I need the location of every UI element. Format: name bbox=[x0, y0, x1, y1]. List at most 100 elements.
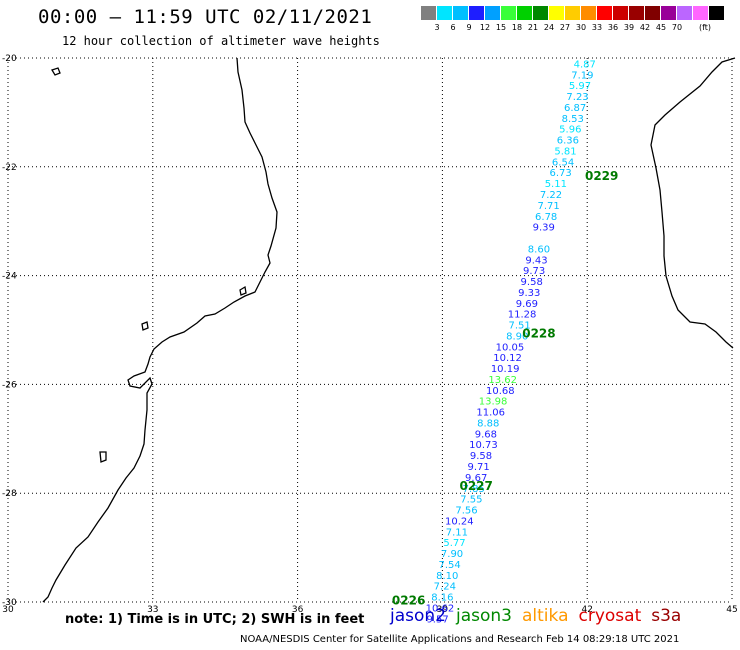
color-scale-label: 3 bbox=[434, 23, 440, 32]
map-subtitle: 12 hour collection of altimeter wave hei… bbox=[62, 34, 380, 48]
color-scale-label: 36 bbox=[607, 23, 619, 32]
swh-value: 9.58 bbox=[521, 277, 543, 288]
swh-value: 9.58 bbox=[470, 451, 492, 462]
y-tick-label: -26 bbox=[2, 380, 17, 390]
lat-lon-grid bbox=[7, 57, 733, 603]
color-swatch bbox=[533, 6, 549, 20]
swh-value: 10.73 bbox=[469, 440, 498, 451]
swh-value: 10.05 bbox=[496, 342, 525, 353]
credit-line: NOAA/NESDIS Center for Satellite Applica… bbox=[240, 634, 680, 645]
color-scale: 3 6 9 12 15 18 21 24 27 30 33 36 39 42 45 70 (ft) bbox=[421, 6, 725, 34]
island-4 bbox=[239, 285, 247, 296]
legend-entry-cryosat: cryosat bbox=[578, 606, 642, 626]
color-swatch bbox=[645, 6, 661, 20]
color-swatch bbox=[421, 6, 437, 20]
color-swatch bbox=[661, 6, 677, 20]
altimeter-track: 4.877.195.977.236.878.535.966.365.816.54… bbox=[426, 59, 596, 625]
swh-value: 8.10 bbox=[436, 571, 458, 582]
color-swatch bbox=[437, 6, 453, 20]
y-tick-label: -22 bbox=[2, 163, 17, 173]
swh-value: 7.51 bbox=[508, 321, 530, 332]
swh-value: 7.11 bbox=[446, 527, 468, 538]
color-swatch bbox=[549, 6, 565, 20]
color-scale-label: (ft) bbox=[698, 23, 712, 32]
swh-value: 4.87 bbox=[574, 59, 596, 70]
x-tick-label: 45 bbox=[726, 605, 737, 615]
island-1 bbox=[51, 67, 61, 76]
swh-value: 10.19 bbox=[491, 364, 520, 375]
color-swatch bbox=[453, 6, 469, 20]
color-swatch bbox=[693, 6, 709, 20]
swh-value: 8.16 bbox=[431, 593, 453, 604]
color-scale-label: 12 bbox=[479, 23, 491, 32]
map-axes: 30 33 36 39 42 45 -20 -22 -24 -26 -28 -30 bbox=[2, 54, 738, 615]
madagascar-coastline bbox=[650, 57, 736, 349]
color-scale-label: 18 bbox=[511, 23, 523, 32]
legend-entry-s3a: s3a bbox=[651, 606, 682, 626]
color-swatch bbox=[709, 6, 725, 20]
x-tick-label: 30 bbox=[2, 605, 14, 615]
color-scale-labels: 3 6 9 12 15 18 21 24 27 30 33 36 39 42 45 70 (ft) bbox=[421, 20, 725, 34]
island-3 bbox=[99, 451, 107, 463]
color-scale-label: 6 bbox=[450, 23, 456, 32]
y-tick-label: -24 bbox=[2, 272, 17, 282]
y-tick-label: -28 bbox=[2, 489, 17, 499]
color-swatch bbox=[501, 6, 517, 20]
color-scale-label: 15 bbox=[495, 23, 507, 32]
x-tick-label: 42 bbox=[581, 605, 592, 615]
swh-value: 9.71 bbox=[467, 462, 489, 473]
swh-value: 9.68 bbox=[475, 429, 497, 440]
color-swatch bbox=[469, 6, 485, 20]
color-scale-label: 42 bbox=[639, 23, 651, 32]
pass-time-label: 0228 bbox=[522, 327, 555, 341]
x-tick-label: 33 bbox=[147, 605, 158, 615]
footer-note: note: 1) Time is in UTC; 2) SWH is in fe… bbox=[65, 612, 365, 627]
color-scale-swatches bbox=[421, 6, 725, 20]
swh-value: 7.55 bbox=[460, 495, 482, 506]
color-swatch bbox=[629, 6, 645, 20]
swh-value: 9.33 bbox=[518, 288, 540, 299]
color-scale-label: 21 bbox=[527, 23, 539, 32]
swh-value: 7.23 bbox=[566, 92, 588, 103]
pass-time-label: 0226 bbox=[392, 593, 425, 607]
swh-value: 6.73 bbox=[550, 168, 572, 179]
map-title: 00:00 – 11:59 UTC 02/11/2021 bbox=[38, 6, 373, 28]
swh-value: 9.43 bbox=[525, 255, 547, 266]
swh-value: 10.62 bbox=[426, 603, 455, 614]
color-swatch bbox=[677, 6, 693, 20]
swh-value: 11.06 bbox=[476, 408, 505, 419]
swh-value: 5.11 bbox=[545, 179, 567, 190]
swh-value: 5.77 bbox=[443, 538, 465, 549]
swh-value: 9.67 bbox=[465, 473, 487, 484]
swh-value: 11.28 bbox=[508, 310, 537, 321]
swh-value: 9.39 bbox=[533, 223, 555, 234]
satellite-legend: jason2 jason3 altika cryosat s3a bbox=[390, 606, 691, 626]
swh-value: 6.54 bbox=[552, 157, 574, 168]
color-scale-label: 27 bbox=[559, 23, 571, 32]
swh-value: 7.54 bbox=[439, 560, 461, 571]
swh-value: 7.22 bbox=[540, 190, 562, 201]
island-2 bbox=[141, 321, 149, 331]
swh-value: 9.57 bbox=[426, 614, 448, 625]
legend-entry-jason2: jason2 bbox=[390, 606, 446, 626]
color-scale-label: 24 bbox=[543, 23, 555, 32]
swh-value: 8.90 bbox=[506, 331, 528, 342]
color-scale-label: 45 bbox=[655, 23, 667, 32]
swh-value: 8.88 bbox=[477, 418, 499, 429]
swh-value: 7.56 bbox=[455, 506, 477, 517]
color-swatch bbox=[597, 6, 613, 20]
swh-value: 6.78 bbox=[535, 212, 557, 223]
color-swatch bbox=[581, 6, 597, 20]
swh-value: 6.36 bbox=[557, 136, 579, 147]
swh-value: 7.90 bbox=[441, 549, 463, 560]
color-scale-label: 33 bbox=[591, 23, 603, 32]
x-tick-label: 36 bbox=[292, 605, 304, 615]
swh-value: 7.24 bbox=[434, 582, 456, 593]
color-swatch bbox=[613, 6, 629, 20]
swh-value: 5.96 bbox=[559, 125, 581, 136]
swh-value: 9.69 bbox=[516, 299, 538, 310]
swh-value: 10.24 bbox=[445, 516, 474, 527]
color-scale-label: 30 bbox=[575, 23, 587, 32]
y-tick-label: -30 bbox=[2, 598, 17, 608]
